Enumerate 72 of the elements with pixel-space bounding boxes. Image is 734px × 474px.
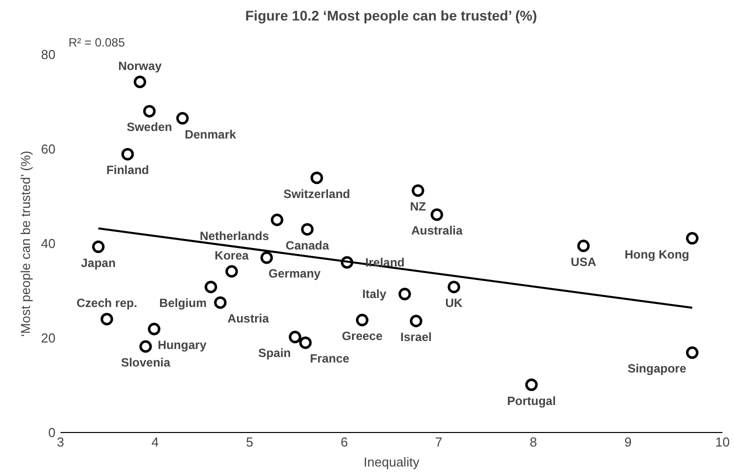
annotation: USA <box>570 254 596 269</box>
point <box>139 340 152 353</box>
point <box>398 288 411 300</box>
point <box>310 172 324 184</box>
point <box>412 184 424 197</box>
annotation: Singapore <box>628 362 687 376</box>
x-tick-label: 7 <box>435 434 442 450</box>
point <box>686 346 698 359</box>
annotation: Switzerland <box>283 186 350 201</box>
point <box>577 240 590 252</box>
x-tick-label: 6 <box>340 434 348 450</box>
annotation: Hungary <box>158 338 207 352</box>
annotation: Korea <box>214 248 250 262</box>
annotation: Czech rep. <box>76 296 138 310</box>
point <box>301 223 314 236</box>
annotation: Belgium <box>159 296 207 310</box>
y-tick-label: 40 <box>41 236 56 251</box>
annotation: Spain <box>258 346 291 360</box>
annotation: Italy <box>362 287 387 302</box>
annotation: Hong Kong <box>624 247 690 262</box>
x-tick-label: 4 <box>151 434 159 450</box>
point <box>100 312 114 326</box>
annotation: Denmark <box>184 127 236 142</box>
point <box>410 314 422 328</box>
annotation: NZ <box>410 200 426 214</box>
y-tick-label: 20 <box>41 330 56 346</box>
x-axis-title: Inequality <box>364 454 420 470</box>
point <box>288 330 302 344</box>
annotation: Slovenia <box>120 356 171 370</box>
annotation: Greece <box>342 329 383 344</box>
annotation: Portugal <box>507 394 556 408</box>
point <box>686 232 698 245</box>
point <box>148 322 160 336</box>
point <box>299 336 312 349</box>
point <box>121 148 134 160</box>
annotation: Japan <box>80 256 116 270</box>
point <box>143 104 156 118</box>
chart-title: Figure 10.2 ‘Most people can be trusted’ (%) <box>245 8 537 24</box>
text: R² = 0.085 <box>68 36 126 50</box>
point <box>270 214 284 226</box>
annotation: Sweden <box>126 120 172 134</box>
annotation: Austria <box>228 312 270 326</box>
y-axis-title: ‘Most people can be trusted’ (%) <box>18 150 34 337</box>
annotation: Ireland <box>365 255 405 270</box>
point <box>430 208 444 221</box>
annotation: Norway <box>118 58 162 73</box>
annotation: France <box>310 352 350 366</box>
point <box>176 112 189 125</box>
annotation: Israel <box>400 330 432 344</box>
annotation: UK <box>445 296 463 310</box>
y-tick-label: 60 <box>41 142 56 156</box>
point <box>204 280 218 294</box>
x-tick-label: 9 <box>624 434 632 450</box>
point <box>92 240 105 254</box>
x-tick-label: 10 <box>715 434 730 450</box>
point <box>260 251 273 264</box>
point <box>134 76 146 88</box>
annotation: Australia <box>411 224 463 238</box>
point <box>525 378 538 392</box>
annotation: Finland <box>106 163 149 178</box>
x-tick-label: 3 <box>56 434 64 450</box>
point <box>214 296 227 309</box>
annotation: Germany <box>268 266 321 281</box>
x-tick-label: 5 <box>246 434 254 450</box>
point <box>225 265 238 278</box>
y-tick-label: 80 <box>41 47 56 62</box>
annotation: Canada <box>286 238 330 252</box>
y-tick-label: 0 <box>48 425 56 440</box>
point <box>356 314 368 326</box>
x-tick-label: 8 <box>530 434 537 450</box>
annotation: Netherlands <box>200 228 270 243</box>
point <box>448 280 460 294</box>
